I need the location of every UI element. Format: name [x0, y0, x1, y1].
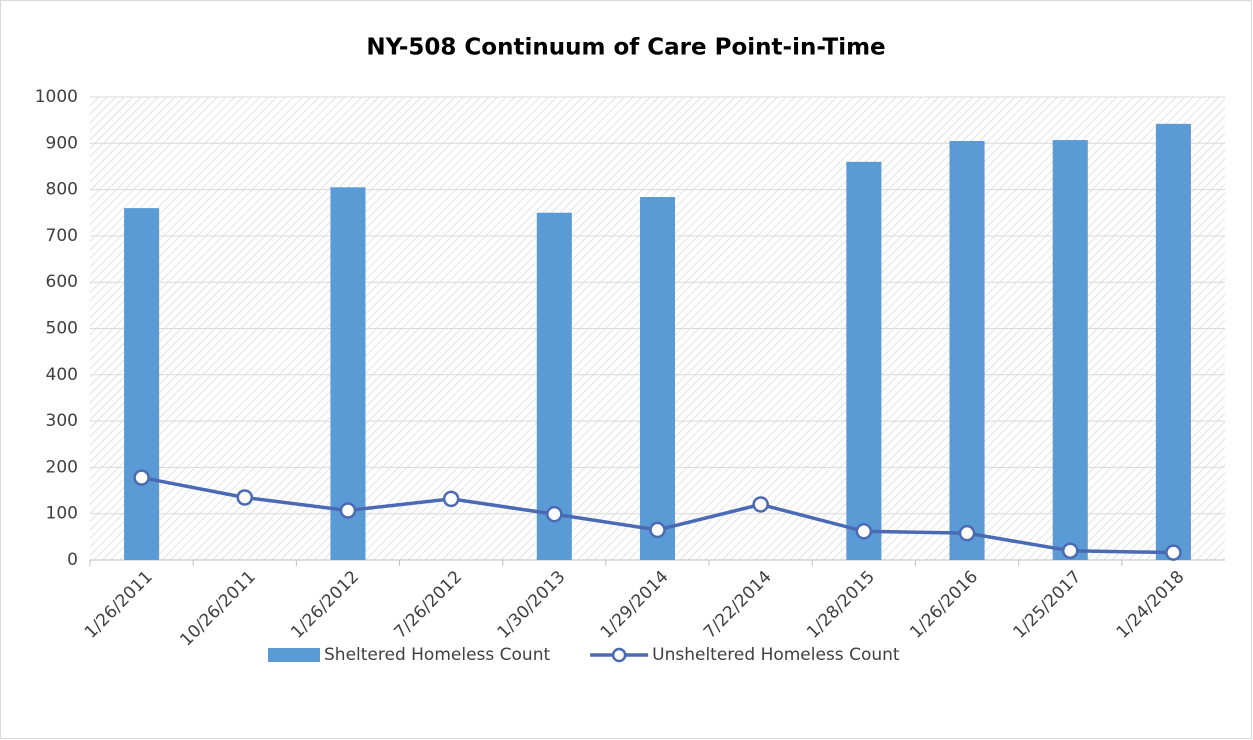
y-tick-label: 200: [46, 457, 78, 477]
y-tick-label: 800: [46, 180, 78, 200]
legend-swatch: [611, 647, 627, 663]
point: [442, 490, 460, 508]
bar: [949, 140, 985, 561]
point: [752, 496, 769, 513]
bar: [1052, 140, 1088, 560]
point: [133, 469, 150, 486]
y-tick-label: 0: [67, 550, 78, 570]
point: [649, 521, 666, 539]
point: [236, 489, 254, 506]
point: [1061, 542, 1079, 559]
y-tick-label: 700: [46, 226, 78, 246]
bar: [124, 208, 160, 560]
bar: [1155, 123, 1191, 560]
chart-title: NY-508 Continuum of Care Point-in-Time: [366, 35, 885, 61]
legend-swatch: [268, 648, 320, 662]
y-tick-label: 300: [46, 411, 78, 431]
bar: [330, 187, 366, 560]
bar: [846, 161, 882, 560]
bar: [536, 212, 572, 560]
y-tick-label: 400: [46, 365, 78, 385]
y-tick-label: 1000: [35, 87, 78, 107]
legend-label: Unsheltered Homeless Count: [652, 645, 900, 665]
y-tick-label: 600: [46, 272, 78, 292]
y-tick-label: 900: [46, 133, 78, 153]
y-tick-label: 100: [46, 504, 78, 524]
y-tick-label: 500: [46, 319, 78, 339]
point: [958, 524, 976, 542]
point: [855, 523, 873, 540]
point: [1165, 544, 1182, 561]
bar: [639, 197, 676, 560]
legend-label: Sheltered Homeless Count: [324, 645, 550, 665]
point: [546, 505, 563, 523]
point: [339, 502, 357, 519]
